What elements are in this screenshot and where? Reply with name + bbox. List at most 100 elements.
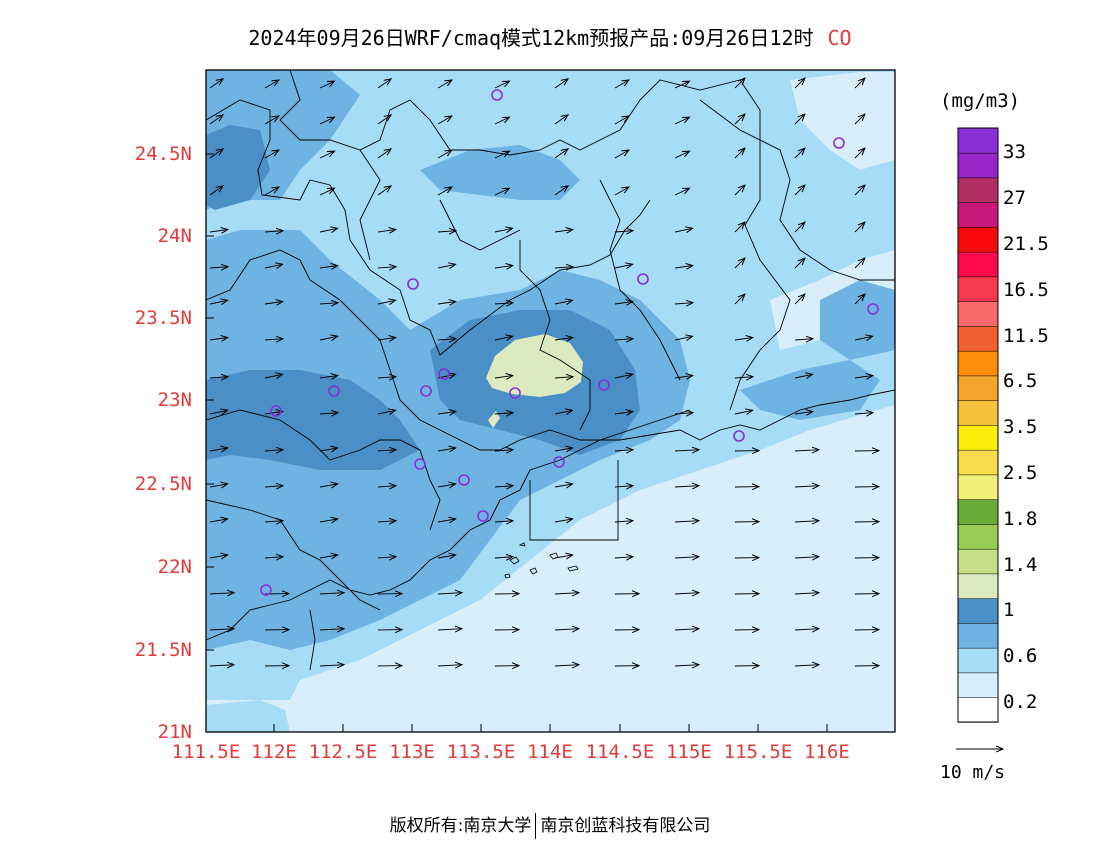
wind-arrow (554, 484, 573, 487)
wind-arrow (209, 665, 234, 666)
wind-arrow (209, 186, 223, 196)
colorbar-label: 11.5 (1003, 325, 1049, 347)
wind-arrow (794, 450, 819, 451)
colorbar-label: 3.5 (1003, 416, 1038, 438)
wind-arrow (734, 222, 745, 233)
wind-arrow (674, 117, 690, 125)
wind-arrow (209, 593, 234, 594)
wind-arrow (614, 521, 633, 522)
lat-label: 22.5N (134, 473, 192, 495)
station-marker (867, 303, 879, 315)
wind-arrow (734, 148, 745, 159)
colorbar (957, 127, 999, 723)
wind-arrow (209, 230, 228, 233)
station-marker (458, 474, 470, 486)
colorbar-swatch (957, 127, 999, 154)
wind-arrow (554, 267, 573, 268)
colorbar-label: 21.5 (1003, 233, 1049, 255)
wind-arrow (494, 188, 510, 196)
colorbar-swatch (957, 375, 999, 401)
copyright-right: 南京创蓝科技有限公司 (540, 816, 711, 836)
wind-arrow (854, 148, 865, 159)
wind-arrow (319, 593, 344, 594)
wind-arrow (437, 264, 456, 268)
wind-arrow (614, 486, 633, 487)
wind-arrow (209, 448, 228, 451)
colorbar-swatch (957, 177, 999, 203)
wind-arrow (734, 258, 745, 269)
wind-arrow (614, 187, 629, 196)
wind-arrow (674, 376, 693, 379)
wind-arrow (554, 448, 573, 451)
colorbar-label: 27 (1003, 187, 1026, 209)
wind-arrow (674, 228, 693, 232)
wind-arrow (377, 521, 396, 522)
wind-arrow (494, 303, 513, 304)
wind-arrow (437, 665, 462, 666)
colorbar-swatch (957, 325, 999, 352)
colorbar-swatch (957, 276, 999, 302)
wind-arrow (554, 115, 568, 125)
wind-arrow (674, 413, 693, 414)
colorbar-swatch (957, 350, 999, 377)
wind-arrow (437, 231, 456, 232)
wind-arrow (734, 185, 745, 196)
wind-arrow (674, 593, 699, 594)
colorbar-swatch (957, 226, 999, 253)
lat-label: 21N (157, 721, 192, 743)
wind-arrow (264, 187, 279, 196)
wind-arrow (377, 115, 391, 125)
wind-arrow (734, 294, 745, 305)
wind-arrow (854, 413, 873, 414)
wind-arrow (554, 593, 579, 594)
station-marker (407, 278, 419, 290)
wind-arrow (264, 339, 283, 340)
wind-arrow (614, 412, 633, 415)
wind-arrow (554, 665, 579, 666)
wind-arrow (209, 484, 228, 487)
station-marker (260, 584, 272, 596)
wind-arrow (319, 484, 338, 487)
wind-arrow (734, 114, 745, 125)
wind-arrow (794, 486, 819, 487)
lat-label: 23.5N (134, 307, 192, 329)
wind-arrow (794, 412, 813, 415)
wind-arrow (554, 555, 573, 558)
colorbar-label: 33 (1003, 141, 1026, 163)
station-marker (509, 387, 521, 399)
wind-arrow (674, 151, 690, 159)
wind-arrow (264, 150, 279, 159)
wind-arrow (494, 117, 510, 125)
wind-arrow (494, 81, 510, 89)
colorbar-swatch (957, 474, 999, 500)
wind-arrow (794, 148, 805, 159)
wind-arrow (794, 78, 805, 89)
station-marker (420, 385, 432, 397)
station-marker (833, 137, 845, 149)
wind-arrow (319, 413, 338, 414)
wind-arrow (614, 302, 633, 305)
wind-arrow (437, 150, 452, 159)
wind-arrow (674, 266, 693, 269)
wind-arrow (494, 521, 513, 522)
wind-arrow (319, 228, 338, 232)
wind-arrow (794, 339, 813, 340)
wind-arrow (674, 336, 693, 340)
wind-arrow (614, 339, 633, 340)
wind-arrow (264, 412, 283, 415)
wind-arrow (554, 230, 573, 233)
station-marker (733, 430, 745, 442)
colorbar-swatch (957, 573, 999, 599)
wind-arrow (319, 188, 335, 196)
wind-arrow (377, 377, 396, 378)
station-marker (491, 89, 503, 101)
lat-label: 24N (157, 225, 192, 247)
wind-arrow (319, 266, 338, 269)
wind-arrow (494, 450, 513, 451)
wind-arrow (264, 116, 279, 125)
wind-arrow (437, 80, 452, 89)
colorbar-swatch (957, 697, 999, 723)
wind-arrow (264, 450, 283, 451)
wind-arrow (437, 339, 456, 340)
